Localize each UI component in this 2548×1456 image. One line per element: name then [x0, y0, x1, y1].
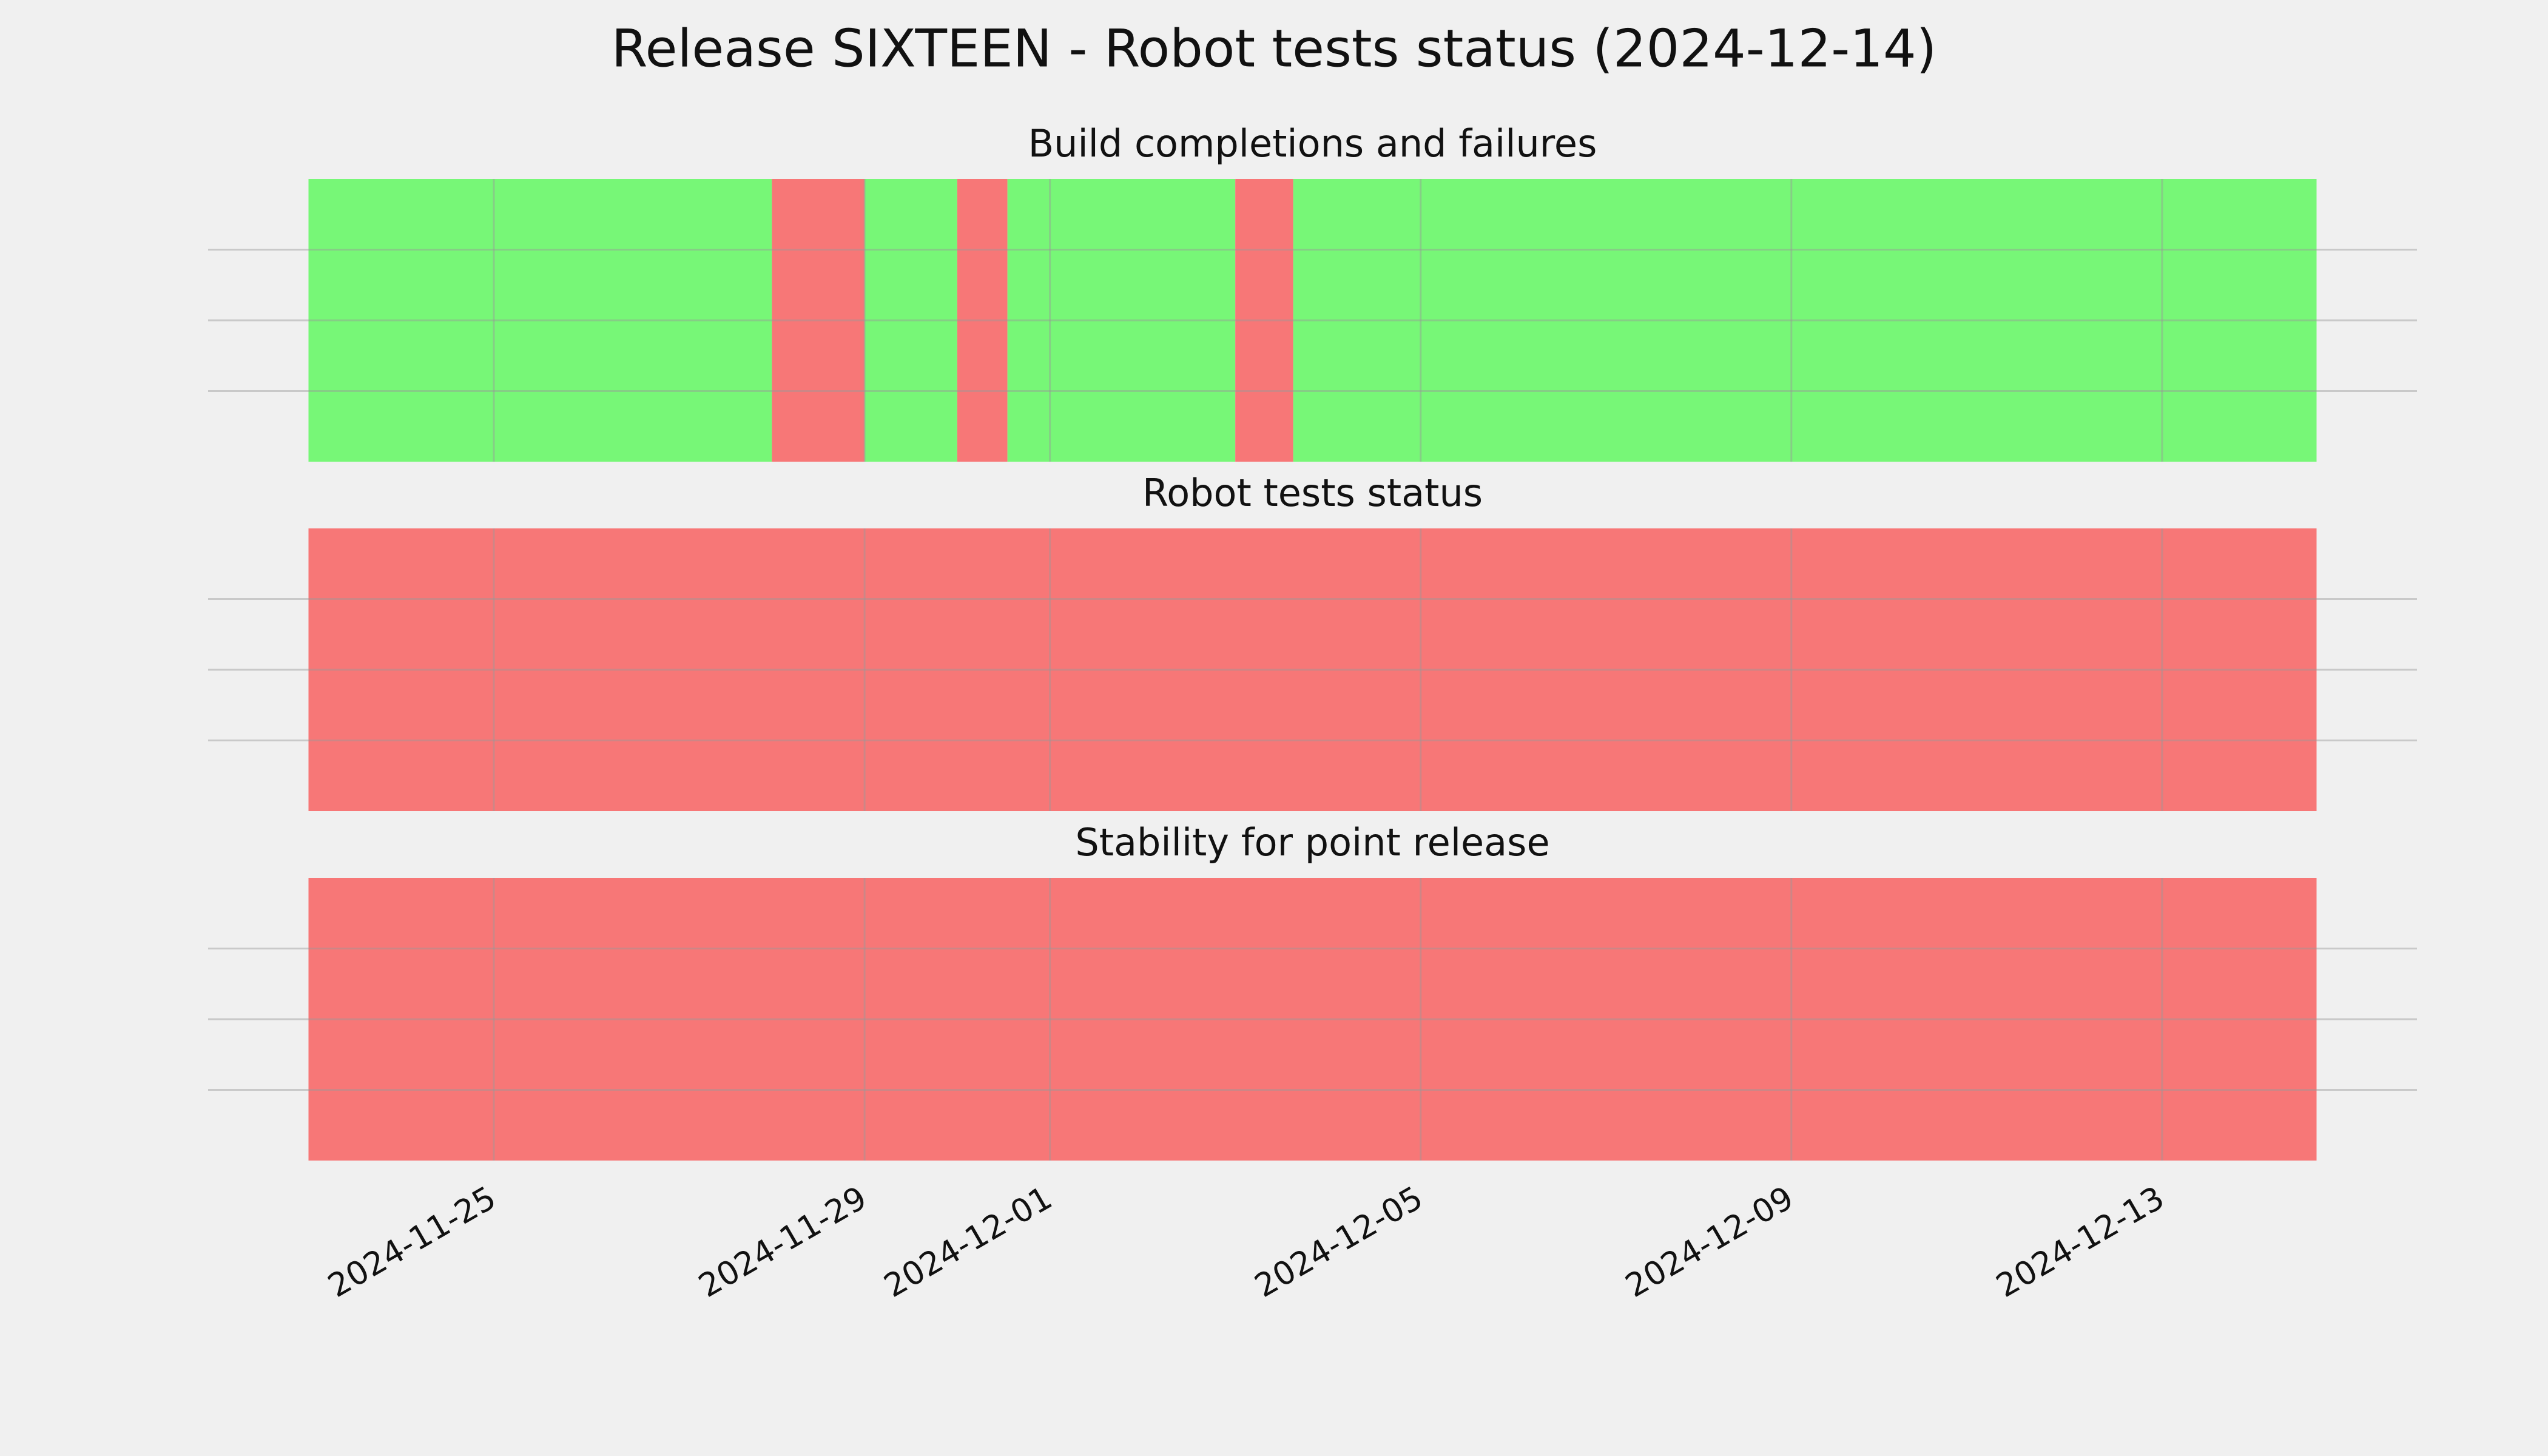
chart-title: Release SIXTEEN - Robot tests status (20… — [612, 18, 1937, 79]
panel-title: Build completions and failures — [1028, 121, 1597, 166]
panel-title: Robot tests status — [1142, 471, 1483, 515]
status-span — [308, 528, 2317, 811]
status-span — [1007, 179, 1236, 462]
status-span — [1235, 179, 1293, 462]
status-span — [772, 179, 865, 462]
panel-title: Stability for point release — [1075, 820, 1549, 864]
status-span — [1293, 179, 2317, 462]
status-span — [308, 179, 772, 462]
status-span — [957, 179, 1008, 462]
status-span — [308, 878, 2317, 1161]
status-span — [864, 179, 957, 462]
